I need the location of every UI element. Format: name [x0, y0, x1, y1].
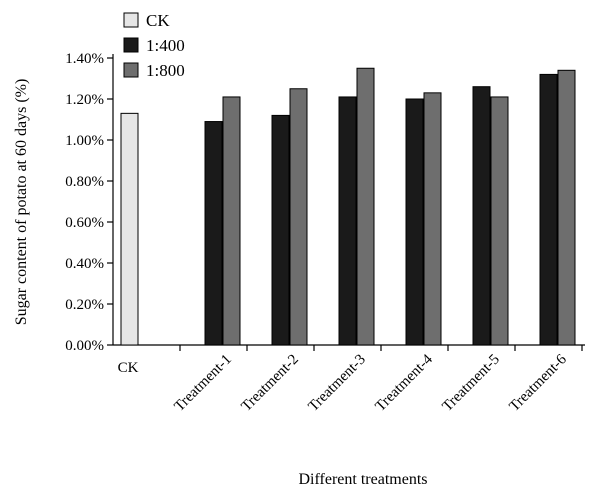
bars: [120, 67, 576, 346]
x-tick-label: Treatment-3: [305, 352, 368, 415]
x-tick-label: CK: [118, 360, 139, 376]
y-tick-label: 0.00%: [65, 338, 104, 354]
bar: [204, 121, 223, 346]
y-axis: 0.00% 0.20% 0.40% 0.60% 0.80% 1.00% 1.20% 1.40%: [65, 51, 114, 354]
bar: [356, 67, 375, 346]
legend-swatch: [123, 62, 139, 78]
bar: [289, 88, 308, 346]
y-tick-label: 0.80%: [65, 174, 104, 190]
legend: CK 1:400 1:800: [123, 11, 185, 80]
y-axis-title: Sugar content of potato at 60 days (%): [13, 79, 30, 326]
bar: [222, 96, 241, 346]
x-tick-label: Treatment-2: [238, 352, 301, 415]
x-tick-label: Treatment-6: [506, 351, 570, 415]
y-tick-label: 0.60%: [65, 215, 104, 231]
x-axis-title: Different treatments: [299, 471, 428, 488]
legend-label: 1:800: [146, 61, 185, 80]
legend-swatch: [123, 37, 139, 53]
bar: [490, 96, 509, 346]
y-tick-label: 0.40%: [65, 256, 104, 272]
legend-label: CK: [146, 11, 170, 30]
y-tick-label: 1.00%: [65, 133, 104, 149]
x-tick-label: Treatment-4: [372, 351, 436, 415]
legend-label: 1:400: [146, 36, 185, 55]
x-tick-label: Treatment-1: [171, 352, 234, 415]
bar: [338, 96, 357, 346]
bar: [539, 73, 558, 346]
y-tick-label: 1.20%: [65, 92, 104, 108]
bar: [557, 69, 576, 346]
x-tick-label: Treatment-5: [439, 352, 502, 415]
x-axis: CK Treatment-1 Treatment-2 Treatment-3 Treat…: [113, 344, 585, 415]
bar: [120, 112, 139, 346]
bar: [405, 98, 424, 346]
bar: [423, 92, 442, 346]
legend-swatch: [123, 12, 139, 28]
y-tick-label: 1.40%: [65, 51, 104, 67]
y-tick-label: 0.20%: [65, 297, 104, 313]
bar: [271, 114, 290, 346]
bar: [472, 86, 491, 346]
